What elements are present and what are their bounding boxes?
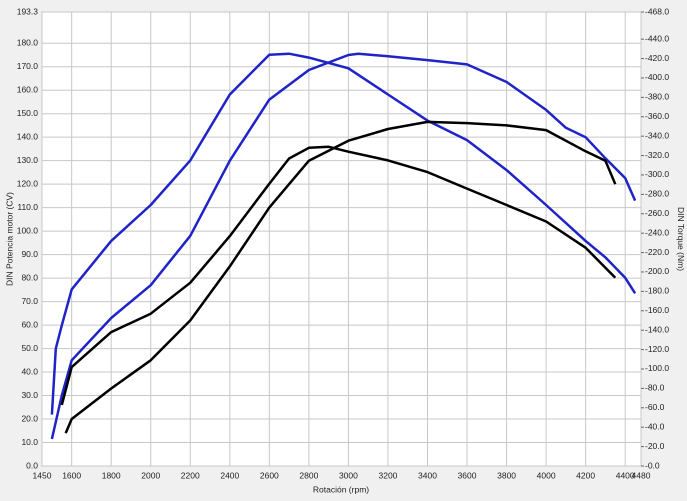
y-tick-label: 170.0 xyxy=(17,61,39,71)
y-tick-label: 160.0 xyxy=(17,84,39,94)
y2-tick-label: -420.0 xyxy=(645,53,669,63)
x-tick-label: 2400 xyxy=(220,470,239,480)
y2-tick-label: -120.0 xyxy=(645,344,669,354)
y-tick-label: 60.0 xyxy=(21,319,38,329)
x-tick-label: 3800 xyxy=(497,470,516,480)
y2-tick-label: -200.0 xyxy=(645,266,669,276)
x-tick-label: 4480 xyxy=(632,470,651,480)
y2-tick-label: -468.0 xyxy=(645,6,669,16)
y2-axis-label: DIN Torque (Nm) xyxy=(676,207,686,271)
x-tick-label: 1600 xyxy=(62,470,81,480)
series-line xyxy=(50,52,637,440)
x-tick-label: 4200 xyxy=(576,470,595,480)
y-tick-label: 150.0 xyxy=(17,108,39,118)
y-tick-label: 180.0 xyxy=(17,37,39,47)
y2-tick-label: -80.0 xyxy=(645,383,665,393)
y2-tick-label: -180.0 xyxy=(645,286,669,296)
x-tick-label: 3000 xyxy=(339,470,358,480)
y2-tick-label: -160.0 xyxy=(645,305,669,315)
y-tick-label: 50.0 xyxy=(21,343,38,353)
y-tick-label: 30.0 xyxy=(21,390,38,400)
x-tick-label: 3200 xyxy=(378,470,397,480)
y2-tick-label: -20.0 xyxy=(645,441,665,451)
y2-tick-label: -380.0 xyxy=(645,92,669,102)
y-tick-label: 193.3 xyxy=(17,6,39,16)
x-tick-label: 3600 xyxy=(458,470,477,480)
y2-tick-label: -320.0 xyxy=(645,150,669,160)
y-tick-label: 80.0 xyxy=(21,272,38,282)
y2-tick-label: -280.0 xyxy=(645,189,669,199)
x-tick-label: 2800 xyxy=(299,470,318,480)
y-axis-label: DIN Potencia motor (CV) xyxy=(4,192,14,286)
y2-tick-label: -400.0 xyxy=(645,72,669,82)
series-line xyxy=(50,52,637,415)
x-tick-label: 4000 xyxy=(537,470,556,480)
series-line xyxy=(64,120,617,434)
x-axis-label: Rotación (rpm) xyxy=(313,484,369,494)
plot-area xyxy=(41,11,642,467)
x-tick-label: 3400 xyxy=(418,470,437,480)
y2-tick-label: -0.0 xyxy=(645,460,660,470)
y-tick-label: 130.0 xyxy=(17,155,39,165)
y2-tick-label: -360.0 xyxy=(645,111,669,121)
y-tick-label: 0.0 xyxy=(26,460,38,470)
y-tick-label: 140.0 xyxy=(17,131,39,141)
y2-tick-label: -340.0 xyxy=(645,130,669,140)
y2-tick-label: -260.0 xyxy=(645,208,669,218)
y2-tick-label: -140.0 xyxy=(645,324,669,334)
y-tick-label: 40.0 xyxy=(21,366,38,376)
x-tick-label: 1800 xyxy=(102,470,121,480)
y2-tick-label: -240.0 xyxy=(645,227,669,237)
x-tick-label: 2200 xyxy=(181,470,200,480)
y-tick-label: 110.0 xyxy=(17,202,38,212)
x-tick-label: 2600 xyxy=(260,470,279,480)
series-line xyxy=(60,145,617,406)
x-tick-label: 4400 xyxy=(616,470,635,480)
y2-tick-label: -300.0 xyxy=(645,169,669,179)
y2-tick-label: -440.0 xyxy=(645,33,669,43)
y2-tick-label: -220.0 xyxy=(645,247,669,257)
y2-tick-label: -40.0 xyxy=(645,421,665,431)
y-tick-label: 10.0 xyxy=(21,437,38,447)
y2-tick-label: -60.0 xyxy=(645,402,665,412)
y-tick-label: 70.0 xyxy=(21,296,38,306)
y-tick-label: 20.0 xyxy=(21,413,38,423)
x-tick-label: 2000 xyxy=(141,470,160,480)
y2-tick-label: -100.0 xyxy=(645,363,669,373)
y-tick-label: 120.0 xyxy=(17,178,39,188)
y-tick-label: 90.0 xyxy=(21,249,38,259)
y-tick-label: 100.0 xyxy=(17,225,39,235)
x-tick-label: 1450 xyxy=(33,470,52,480)
